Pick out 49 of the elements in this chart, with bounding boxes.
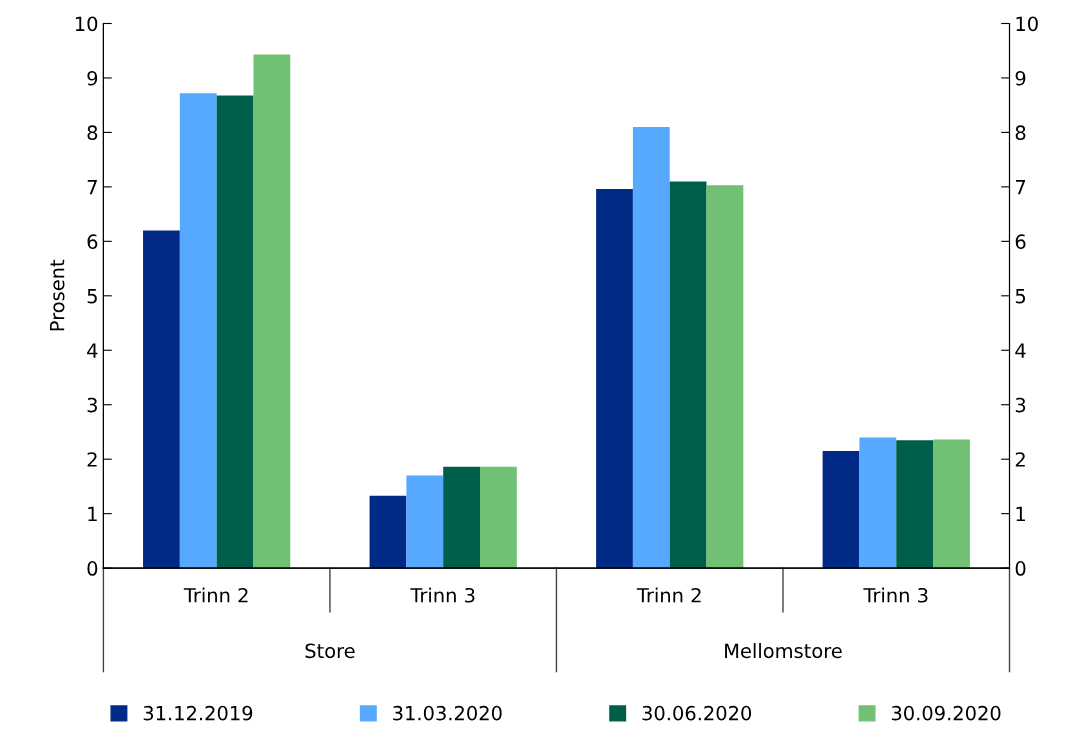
bar [216, 95, 254, 569]
y2-tick-label: 6 [1015, 234, 1026, 249]
y-tick-label: 8 [87, 125, 98, 141]
legend-label: 31.12.2019 [143, 705, 253, 721]
bar [480, 466, 517, 569]
x-tick-label: Trinn 2 [183, 587, 248, 603]
y-tick-label: 9 [87, 70, 98, 86]
y-tick-label: 3 [87, 397, 97, 413]
bar [859, 437, 897, 569]
x-tick-label: Trinn 3 [410, 587, 475, 603]
bar [669, 181, 707, 569]
bar [179, 93, 217, 569]
y-tick-label: 0 [87, 561, 98, 576]
legend-label: 30.09.2020 [891, 705, 1001, 721]
y-tick-label: 4 [87, 343, 98, 358]
bar [933, 439, 970, 569]
x-tick-label: Trinn 3 [863, 587, 928, 603]
bar [596, 189, 633, 569]
y2-tick-label: 3 [1015, 397, 1026, 413]
y-tick-label: 5 [87, 289, 97, 304]
y2-tick-label: 8 [1015, 125, 1026, 141]
y-tick-label: 1 [88, 506, 97, 522]
y2-tick-label: 0 [1015, 561, 1026, 576]
bar [706, 185, 744, 569]
y2-tick-label: 7 [1015, 180, 1026, 195]
y-tick-label: 2 [87, 452, 97, 467]
text: Store [305, 643, 355, 659]
y-tick-label: 10 [75, 16, 98, 32]
y2-tick-label: 2 [1015, 452, 1025, 467]
bar [369, 495, 407, 569]
legend-label: 30.06.2020 [642, 705, 752, 721]
y-tick-label: 7 [87, 180, 97, 195]
bar [253, 54, 291, 569]
y-axis-title: Prosent [50, 259, 65, 331]
bar [406, 475, 444, 569]
text: Mellomstore [725, 643, 842, 659]
legend-label: 31.03.2020 [393, 705, 502, 721]
y-tick-label: 6 [87, 234, 98, 249]
x-tick-label: Trinn 2 [636, 587, 701, 603]
y2-tick-label: 5 [1015, 289, 1026, 304]
y2-tick-label: 10 [1016, 16, 1038, 32]
bar [822, 451, 860, 569]
y2-tick-label: 1 [1016, 506, 1025, 522]
y2-tick-label: 4 [1015, 343, 1026, 358]
bar [632, 126, 670, 569]
bar [143, 230, 180, 569]
bar [896, 440, 934, 569]
y2-tick-label: 9 [1015, 70, 1026, 86]
bar [443, 466, 480, 569]
